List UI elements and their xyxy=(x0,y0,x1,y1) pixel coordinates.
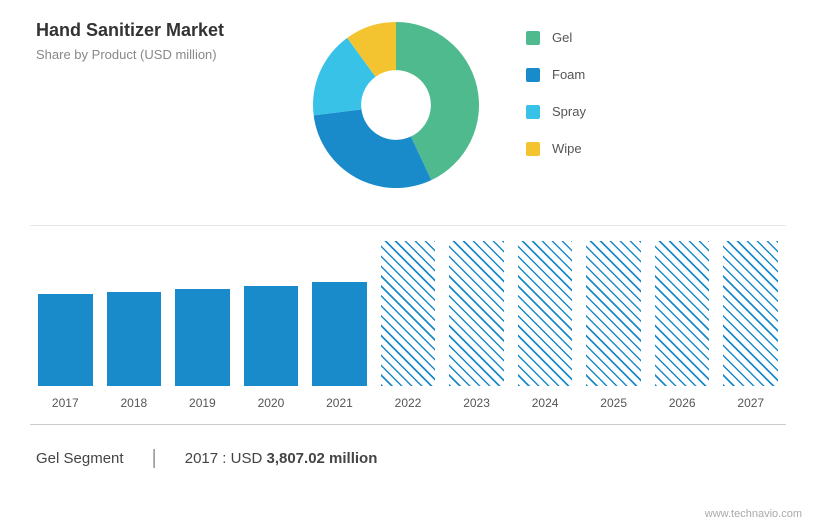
footer-amount: 3,807.02 million xyxy=(266,450,377,467)
year-label: 2024 xyxy=(518,396,573,410)
legend-item: Wipe xyxy=(526,141,786,156)
legend: Gel Foam Spray Wipe xyxy=(506,20,786,215)
year-label: 2027 xyxy=(723,396,778,410)
legend-label: Spray xyxy=(552,104,586,119)
footer-divider: | xyxy=(152,447,157,470)
year-label: 2025 xyxy=(586,396,641,410)
footer-row: Gel Segment | 2017 : USD 3,807.02 millio… xyxy=(0,425,816,470)
bar-solid xyxy=(312,282,367,386)
year-label: 2026 xyxy=(655,396,710,410)
bar-forecast xyxy=(723,241,778,386)
bar-slot xyxy=(312,236,367,386)
legend-label: Wipe xyxy=(552,141,582,156)
watermark: www.technavio.com xyxy=(705,508,802,520)
year-label: 2017 xyxy=(38,396,93,410)
bars-row xyxy=(30,236,786,386)
page-title: Hand Sanitizer Market xyxy=(36,20,286,41)
bar-forecast xyxy=(518,241,573,386)
bar-slot xyxy=(107,236,162,386)
legend-item: Gel xyxy=(526,30,786,45)
bar-forecast xyxy=(655,241,710,386)
bar-forecast xyxy=(381,241,436,386)
page-subtitle: Share by Product (USD million) xyxy=(36,47,286,62)
top-section: Hand Sanitizer Market Share by Product (… xyxy=(0,0,816,225)
donut-slice xyxy=(314,109,432,188)
legend-label: Gel xyxy=(552,30,572,45)
legend-item: Foam xyxy=(526,67,786,82)
footer-segment-label: Gel Segment xyxy=(36,450,124,467)
bar-slot xyxy=(723,236,778,386)
bar-slot xyxy=(38,236,93,386)
bar-chart-section: 2017 2018 2019 2020 2021 2022 2023 2024 2025 2026… xyxy=(30,225,786,425)
legend-swatch xyxy=(526,142,540,156)
bar-slot xyxy=(244,236,299,386)
legend-label: Foam xyxy=(552,67,585,82)
bar-solid xyxy=(175,289,230,386)
footer-year: 2017 : xyxy=(185,450,227,467)
footer-currency: USD xyxy=(231,450,263,467)
footer-value: 2017 : USD 3,807.02 million xyxy=(185,450,378,467)
bar-solid xyxy=(107,292,162,386)
title-block: Hand Sanitizer Market Share by Product (… xyxy=(36,20,286,215)
bar-slot xyxy=(449,236,504,386)
bar-forecast xyxy=(449,241,504,386)
legend-swatch xyxy=(526,31,540,45)
bar-slot xyxy=(655,236,710,386)
year-label: 2022 xyxy=(381,396,436,410)
bar-solid xyxy=(38,294,93,386)
year-label: 2020 xyxy=(244,396,299,410)
year-label: 2023 xyxy=(449,396,504,410)
bar-slot xyxy=(586,236,641,386)
year-label: 2019 xyxy=(175,396,230,410)
bar-slot xyxy=(518,236,573,386)
bar-slot xyxy=(381,236,436,386)
legend-swatch xyxy=(526,105,540,119)
donut-chart xyxy=(311,20,481,190)
bar-forecast xyxy=(586,241,641,386)
year-label: 2021 xyxy=(312,396,367,410)
legend-item: Spray xyxy=(526,104,786,119)
legend-swatch xyxy=(526,68,540,82)
bar-slot xyxy=(175,236,230,386)
bar-solid xyxy=(244,286,299,386)
donut-chart-container xyxy=(286,20,506,215)
year-label: 2018 xyxy=(107,396,162,410)
year-labels-row: 2017 2018 2019 2020 2021 2022 2023 2024 2025 2026… xyxy=(30,386,786,410)
